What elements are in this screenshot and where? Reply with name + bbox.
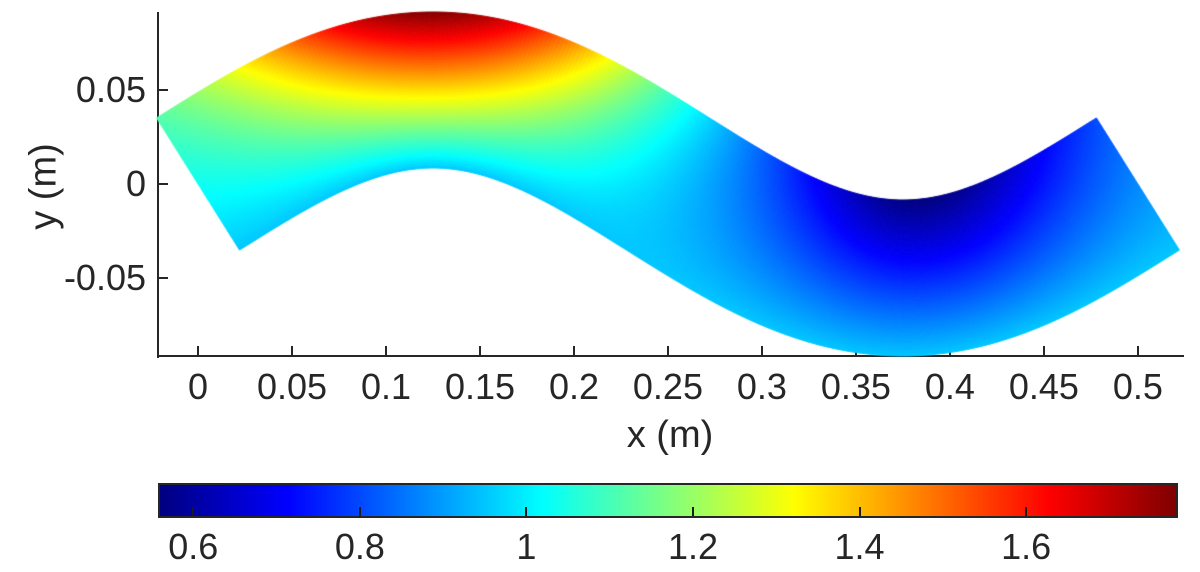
colorbar — [158, 483, 1178, 518]
colorbar-tick — [691, 507, 694, 516]
colorbar-tick — [358, 507, 361, 516]
colorbar-tick — [192, 507, 195, 516]
colorbar-tick — [858, 507, 861, 516]
colorbar-tick — [525, 507, 528, 516]
surface-band-canvas — [0, 0, 1200, 470]
colorbar-tick-label: 1.6 — [1001, 526, 1052, 567]
colorbar-tick-label: 0.6 — [168, 526, 219, 567]
colorbar-gradient-canvas — [160, 485, 1176, 516]
colorbar-tick-label: 0.8 — [334, 526, 385, 567]
colorbar-tick — [1025, 507, 1028, 516]
colorbar-tick-label: 1 — [516, 526, 537, 567]
colorbar-tick-label: 1.2 — [667, 526, 718, 567]
colorbar-tick-label: 1.4 — [834, 526, 885, 567]
